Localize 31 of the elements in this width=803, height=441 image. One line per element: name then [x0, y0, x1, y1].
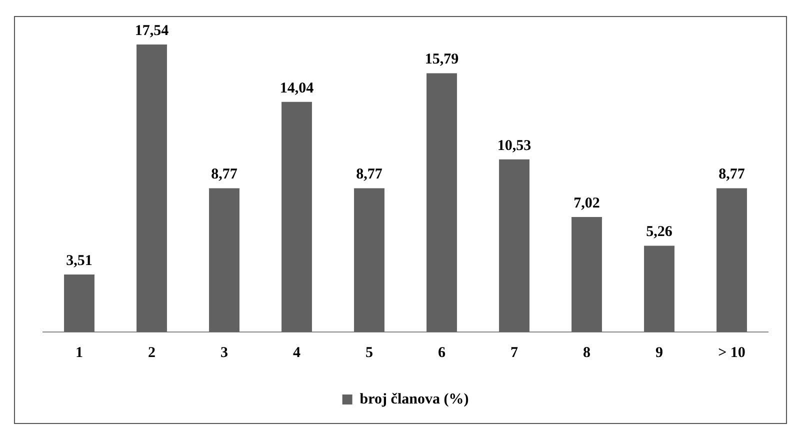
- bar: [209, 188, 240, 332]
- bar: [572, 216, 602, 332]
- data-label: 8,77: [211, 166, 238, 183]
- bar: [716, 188, 747, 332]
- x-tick-label: 7: [510, 344, 518, 361]
- x-tick-label: > 10: [718, 344, 746, 361]
- data-label: 8,77: [356, 166, 383, 183]
- data-label: 3,51: [66, 252, 92, 269]
- data-label: 17,54: [134, 22, 170, 39]
- legend-label: broj članova (%): [360, 391, 469, 408]
- bar: [64, 274, 94, 332]
- bar: [426, 73, 457, 332]
- x-tick-label: 3: [220, 344, 228, 361]
- bar: [354, 188, 384, 332]
- x-tick-label: 9: [656, 344, 663, 361]
- x-tick-label: 4: [293, 344, 301, 361]
- bar: [499, 159, 530, 332]
- x-tick-label: 1: [76, 344, 83, 361]
- data-label: 15,79: [424, 52, 459, 68]
- bar: [282, 102, 312, 332]
- data-label: 7,02: [574, 195, 600, 212]
- bar: [136, 44, 167, 332]
- x-tick-label: 2: [148, 344, 156, 361]
- x-tick-label: 8: [583, 344, 590, 361]
- x-tick-label: 5: [366, 344, 373, 361]
- data-label: 8,77: [718, 166, 746, 183]
- data-label: 10,53: [497, 138, 532, 154]
- data-label: 14,04: [280, 80, 314, 96]
- x-tick-label: 6: [438, 344, 446, 361]
- data-label: 5,26: [646, 224, 673, 240]
- bar: [644, 246, 674, 332]
